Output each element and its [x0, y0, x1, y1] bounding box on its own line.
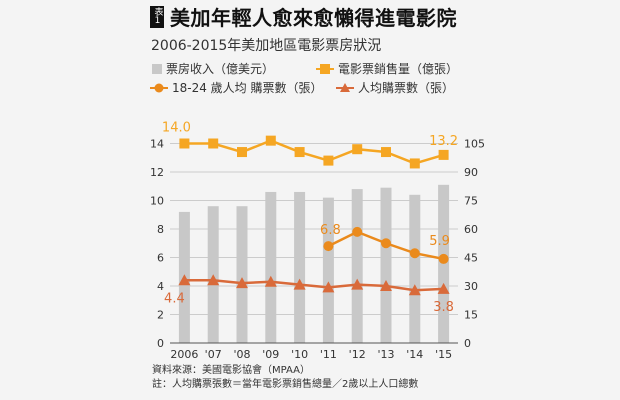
legend-label-per-capita: 人均購票數（張）	[358, 81, 454, 95]
y-right-tick-label: 15	[464, 309, 478, 322]
x-tick-label: '09	[262, 348, 279, 361]
x-tick-label: '07	[205, 348, 222, 361]
x-tick-label: '10	[291, 348, 308, 361]
data-label-per_capita: 3.8	[433, 300, 454, 315]
point-sales	[381, 147, 391, 158]
point-sales	[294, 147, 305, 158]
definition-note: 註：人均購票張數＝當年電影票銷售總量／2歲以上人口總數	[152, 379, 419, 390]
point-per_capita	[293, 278, 306, 290]
x-tick-label: '15	[435, 348, 452, 361]
point-per_capita	[437, 282, 450, 294]
bar-box-office	[236, 206, 248, 343]
point-sales	[179, 138, 190, 149]
y-right-tick-label: 0	[464, 337, 471, 350]
data-label-youth: 5.9	[429, 234, 450, 249]
legend-swatch-youth-marker	[154, 83, 164, 93]
point-sales	[438, 149, 449, 160]
x-tick-label: '11	[320, 348, 337, 361]
point-per_capita	[380, 280, 392, 291]
point-youth	[323, 241, 334, 252]
point-per_capita	[178, 274, 191, 286]
series-line-per_capita	[184, 279, 444, 292]
point-per_capita	[408, 284, 421, 296]
bar-box-office	[322, 197, 334, 343]
y-left-tick-label: 4	[157, 280, 164, 293]
x-tick-label: '08	[233, 348, 250, 361]
legend-swatch-bar	[152, 64, 162, 74]
legend-label-youth: 18-24 歲人均 購票數（張）	[172, 81, 323, 95]
legend-label-sales: 電影票銷售量（億張）	[338, 61, 458, 76]
bar-box-office	[294, 191, 306, 343]
y-left-tick-label: 10	[150, 195, 164, 208]
point-sales	[265, 135, 276, 146]
data-label-youth: 6.8	[320, 223, 341, 238]
y-right-tick-label: 30	[464, 280, 478, 293]
y-left-tick-label: 14	[150, 138, 164, 151]
y-left-tick-label: 2	[157, 309, 164, 322]
bar-box-office	[380, 187, 392, 343]
legend-swatch-sales-marker	[320, 64, 330, 74]
y-right-tick-label: 105	[464, 138, 485, 151]
y-left-tick-label: 0	[157, 337, 164, 350]
y-left-tick-label: 6	[157, 252, 164, 265]
source-note: 資料來源：美國電影協會（MPAA）	[152, 365, 310, 376]
x-tick-label: '12	[349, 348, 366, 361]
point-sales	[208, 138, 219, 149]
bar-box-office	[409, 194, 421, 343]
data-label-per_capita: 4.4	[164, 291, 185, 306]
point-per_capita	[236, 277, 248, 289]
x-tick-label: '14	[406, 348, 423, 361]
point-per_capita	[351, 278, 364, 290]
x-tick-label: '13	[377, 348, 394, 361]
legend-swatch-per-capita-marker	[340, 83, 350, 92]
chart-footer: 資料來源：美國電影協會（MPAA） 註：人均購票張數＝當年電影票銷售總量／2歲以…	[152, 364, 418, 392]
point-youth	[409, 248, 420, 259]
chart-subtitle: 2006-2015年美加地區電影票房狀況	[151, 38, 382, 54]
point-sales	[237, 147, 247, 158]
page-title: 美加年輕人愈來愈懶得進電影院	[170, 6, 457, 30]
data-label-sales: 14.0	[162, 121, 191, 136]
chart-header: 表1 美加年輕人愈來愈懶得進電影院 2006-2015年美加地區電影票房狀況	[150, 2, 470, 55]
y-right-tick-label: 90	[464, 166, 478, 179]
y-right-tick-label: 75	[464, 195, 478, 208]
y-right-tick-label: 45	[464, 252, 478, 265]
y-right-tick-label: 60	[464, 223, 478, 236]
point-sales	[323, 155, 334, 166]
y-left-tick-label: 12	[150, 166, 164, 179]
data-label-sales: 13.2	[429, 134, 458, 149]
point-sales	[409, 158, 420, 169]
point-per_capita	[264, 275, 277, 287]
table-badge: 表1	[150, 5, 164, 28]
bar-box-office	[351, 189, 363, 343]
point-per_capita	[322, 281, 335, 293]
y-left-tick-label: 8	[157, 223, 164, 236]
bar-box-office	[265, 191, 277, 343]
legend-label-bar: 票房收入（億美元）	[166, 61, 274, 76]
point-sales	[352, 144, 363, 155]
point-per_capita	[207, 274, 220, 286]
x-tick-label: 2006	[170, 348, 198, 361]
point-youth	[381, 238, 391, 249]
series-line-sales	[184, 139, 444, 165]
point-youth	[352, 226, 363, 237]
point-youth	[438, 253, 449, 264]
